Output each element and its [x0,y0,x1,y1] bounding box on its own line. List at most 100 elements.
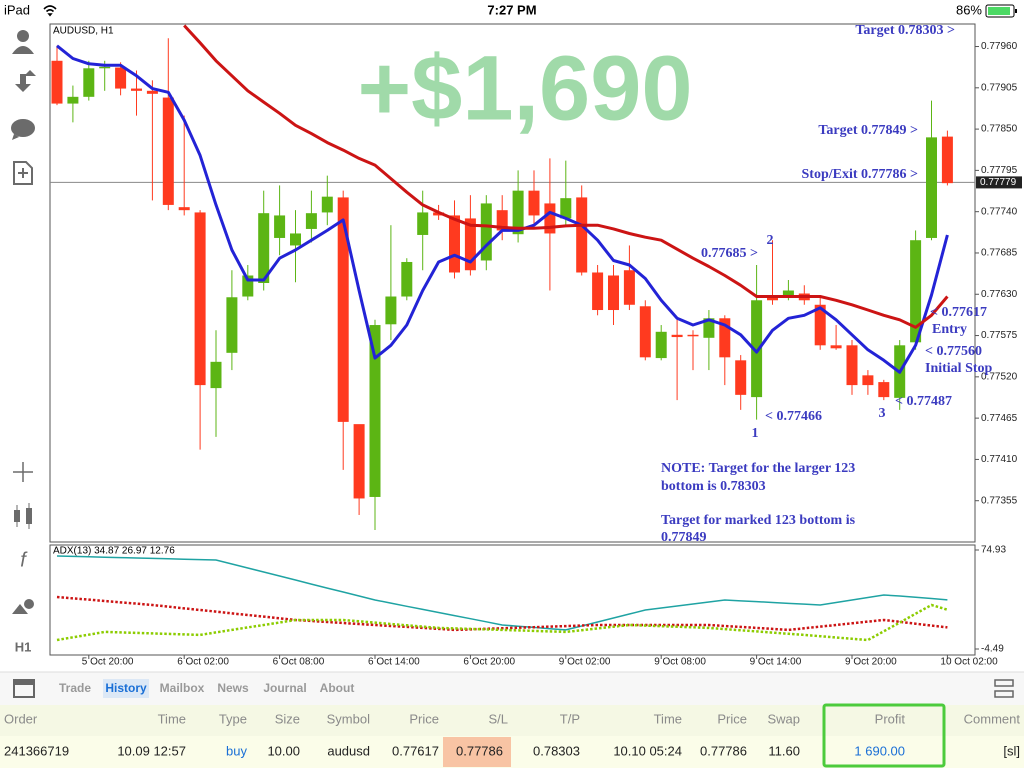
column-header[interactable]: Swap [767,711,800,726]
candle-body [814,304,826,346]
candle-body [623,270,635,305]
trade-button[interactable] [15,70,36,92]
candle-body [146,90,158,94]
adx-y-tick-label: 74.93 [981,545,1006,556]
column-header[interactable]: T/P [560,711,580,726]
candle-body [751,300,763,398]
annotation: Stop/Exit 0.77786 > [802,167,919,182]
cell: 10.09 12:57 [117,743,186,758]
annotation: 0.77849 [661,530,707,545]
cell: 0.77786 [456,743,503,758]
y-tick-label: 0.77355 [981,495,1018,506]
column-header[interactable]: Time [158,711,186,726]
chat-button[interactable] [11,119,35,140]
battery-icon [985,4,1015,18]
indicators-button[interactable]: f [20,549,28,571]
candle-body [782,290,794,299]
candle-body [162,97,174,205]
x-tick-label: 6 Oct 20:00 [463,657,515,668]
candle-body [480,203,492,261]
x-tick-label: 9 Oct 08:00 [654,657,706,668]
tab[interactable]: News [217,681,249,695]
device-name: iPad [4,2,30,17]
candle-body [512,190,524,235]
candle-body [210,361,222,389]
tab[interactable]: Journal [263,681,306,695]
candle-body [910,240,922,343]
x-tick-label: 10 Oct 02:00 [940,657,998,668]
annotation: < 0.77617 [930,305,987,320]
moving-average [183,24,949,329]
cell: 10.00 [267,743,300,758]
battery-fill [988,7,1010,15]
candle-body [274,215,286,238]
annotation: Initial Stop [925,361,993,376]
cell: 0.77786 [700,743,747,758]
candle-body [687,334,699,337]
tab-bar [0,672,1024,705]
candle-body [115,67,127,89]
tab[interactable]: About [320,681,355,695]
candle-body [496,210,508,231]
annotation: Entry [932,322,967,337]
x-tick-label: 6 Oct 14:00 [368,657,420,668]
price-layer: +$1,690 [50,24,975,530]
candle-body [767,297,778,301]
candle-body [242,275,254,297]
column-header[interactable]: Price [409,711,439,726]
cell: 1 690.00 [854,743,905,758]
y-tick-label: 0.77740 [981,206,1018,217]
account-button[interactable] [12,30,34,54]
candle-body [83,68,95,97]
candle-body [51,60,63,104]
candle-body [258,213,270,283]
column-header[interactable]: Time [654,711,682,726]
column-header[interactable]: Size [275,711,300,726]
candle-body [878,382,890,398]
candle-body [131,88,142,91]
candle-body [926,137,937,238]
tab[interactable]: Trade [59,681,91,695]
adx-line [56,555,948,631]
candle-body [385,296,397,325]
candle-body [608,275,619,311]
chart-type-button[interactable] [14,503,32,529]
column-header[interactable]: S/L [488,711,508,726]
candle-body [639,306,651,358]
overlay: 0.77960 0.77905 0.77850 0.77795 0.77740 0.776… [82,23,1022,668]
column-header[interactable]: Profit [875,711,906,726]
adx-y-tick-label: -4.49 [981,644,1004,655]
column-header[interactable]: Type [219,711,247,726]
y-tick-label: 0.77520 [981,371,1018,382]
column-header[interactable]: Comment [964,711,1021,726]
column-header[interactable]: Symbol [327,711,370,726]
column-header[interactable]: Price [717,711,747,726]
candle-body [528,190,540,216]
y-tick-label: 0.77960 [981,41,1018,52]
sl-cell-highlight [443,737,511,767]
candle-body [655,331,667,359]
adx-line [56,603,948,642]
timeframe-button[interactable]: H1 [15,639,32,654]
annotation: 2 [767,233,774,248]
calendar-button[interactable] [13,679,35,698]
tabs: Trade History Mailbox News Journal About [59,681,354,695]
candle-body [941,136,953,184]
annotation: Target for marked 123 bottom is [661,513,856,528]
current-price-box [976,176,1022,189]
crosshair-button[interactable] [13,462,33,482]
tab[interactable]: History [105,681,147,695]
candle-body [592,272,604,311]
adx-plot [49,544,976,656]
wifi-icon [43,5,57,17]
column-header[interactable]: Order [4,711,38,726]
tab[interactable]: Mailbox [160,681,205,695]
candle-body [464,218,476,271]
annotation: 0.77685 > [701,246,758,261]
objects-button[interactable] [12,599,34,614]
settings-button[interactable] [994,679,1014,698]
annotation: 3 [879,406,886,421]
candle-body [846,345,858,386]
battery-level: 86% [956,2,982,17]
new-order-button[interactable] [13,161,33,185]
